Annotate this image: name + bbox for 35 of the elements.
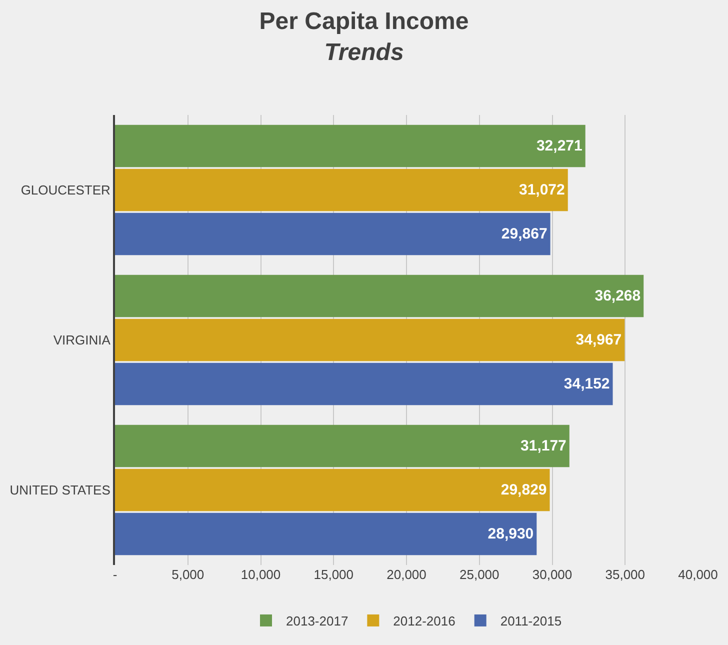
bar — [115, 124, 586, 168]
data-label: 31,072 — [518, 182, 565, 198]
bar — [115, 212, 550, 256]
y-tick-label: GLOUCESTER — [20, 182, 110, 198]
data-label: 34,152 — [564, 376, 610, 392]
y-tick-label: VIRGINIA — [53, 332, 111, 348]
bar — [115, 468, 550, 512]
x-tick-label: 5,000 — [172, 567, 204, 582]
data-label: 29,829 — [500, 482, 547, 498]
x-tick-label: 25,000 — [459, 567, 500, 582]
data-label: 34,967 — [576, 332, 622, 348]
data-label: 31,177 — [520, 438, 566, 454]
bar — [115, 274, 644, 318]
chart-title: Per Capita Income — [259, 8, 469, 36]
x-tick-label: 15,000 — [314, 567, 354, 582]
bar — [115, 362, 613, 406]
legend-label: 2013-2017 — [286, 614, 348, 629]
legend-label: 2011-2015 — [500, 614, 562, 629]
data-label: 28,930 — [488, 526, 534, 542]
x-tick-label: - — [112, 567, 118, 582]
legend-label: 2012-2016 — [393, 614, 456, 629]
bar — [115, 424, 570, 468]
data-label: 32,271 — [536, 138, 582, 154]
data-label: 36,268 — [594, 288, 641, 304]
x-tick-label: 40,000 — [678, 567, 718, 582]
bar — [115, 168, 568, 212]
x-tick-label: 30,000 — [532, 567, 572, 582]
chart-subtitle: Trends — [324, 39, 404, 66]
x-tick-label: 35,000 — [605, 567, 646, 582]
x-tick-label: 20,000 — [386, 567, 426, 582]
data-label: 29,867 — [501, 226, 548, 242]
y-tick-label: UNITED STATES — [10, 482, 111, 498]
bar — [115, 318, 625, 362]
x-tick-label: 10,000 — [240, 567, 281, 582]
bar — [115, 512, 537, 556]
